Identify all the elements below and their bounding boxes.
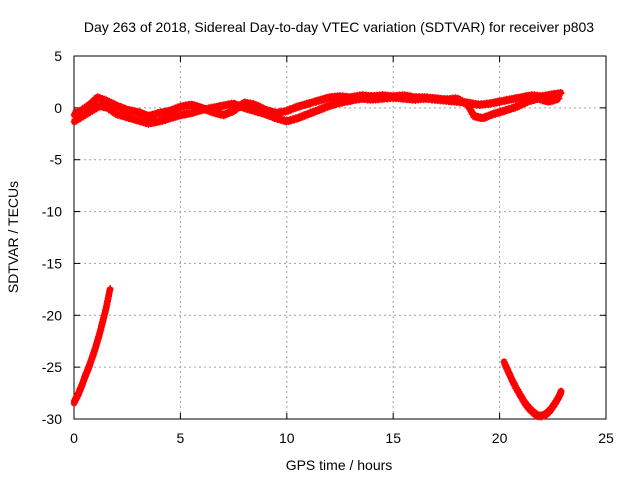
y-tick-label: 5 <box>54 48 62 64</box>
x-tick-label: 5 <box>177 430 185 446</box>
series-upper-band-B <box>70 91 563 123</box>
y-tick-label: -30 <box>42 411 62 427</box>
x-axis-title: GPS time / hours <box>286 457 393 473</box>
y-tick-label: -25 <box>42 359 62 375</box>
y-tick-label: -5 <box>50 152 63 168</box>
data-point <box>555 95 563 102</box>
x-tick-label: 15 <box>385 430 401 446</box>
x-tick-label: 20 <box>492 430 508 446</box>
tick-marks <box>73 55 607 420</box>
y-tick-label: -15 <box>42 255 62 271</box>
x-tick-labels: 0 5 10 15 20 25 <box>70 430 614 446</box>
grid <box>74 56 606 419</box>
plot-border <box>73 55 607 420</box>
plot-frame <box>73 55 607 420</box>
y-tick-label: 0 <box>54 100 62 116</box>
x-tick-label: 10 <box>279 430 295 446</box>
data-point <box>558 387 565 395</box>
x-tick-label: 25 <box>598 430 614 446</box>
data-points <box>70 89 565 421</box>
data-point <box>558 90 565 97</box>
y-tick-label: -20 <box>42 307 62 323</box>
series-lower-right-arc <box>500 358 565 421</box>
x-tick-label: 0 <box>70 430 78 446</box>
data-point <box>106 285 114 292</box>
y-axis-title: SDTVAR / TECUs <box>5 181 21 293</box>
y-tick-labels: 5 0 -5 -10 -15 -20 -25 -30 <box>42 48 62 427</box>
chart-title: Day 263 of 2018, Sidereal Day-to-day VTE… <box>84 19 594 35</box>
series-lower-left-arc <box>70 285 114 407</box>
y-tick-label: -10 <box>42 204 62 220</box>
